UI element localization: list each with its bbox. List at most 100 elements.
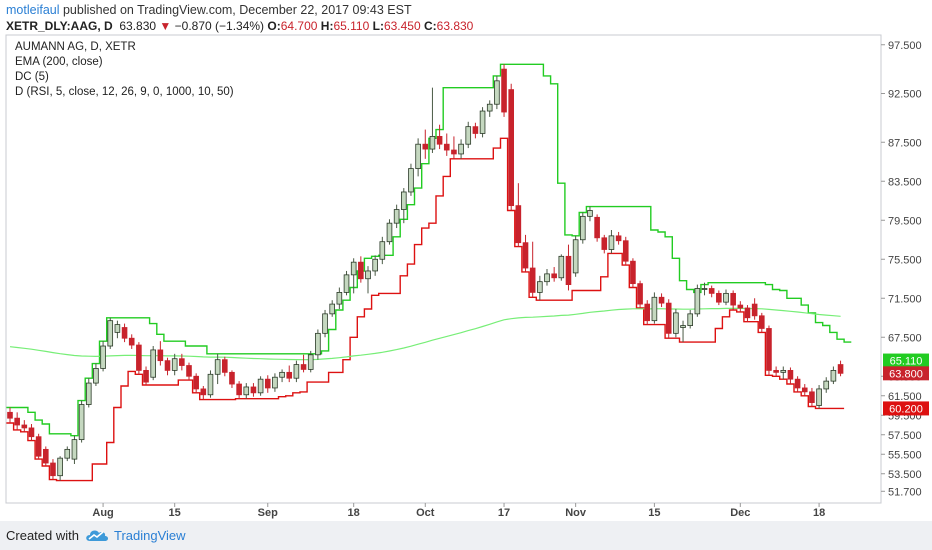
last-price: 63.830 <box>119 19 157 33</box>
candle <box>279 369 285 383</box>
candle <box>594 214 600 242</box>
candle-body <box>114 324 121 333</box>
candle-body <box>701 288 708 290</box>
username-link[interactable]: motleifaul <box>6 3 60 17</box>
candle-body <box>486 103 493 112</box>
candle-body <box>794 378 801 389</box>
candle <box>85 378 92 408</box>
candle-body <box>179 358 185 366</box>
candle <box>658 293 665 308</box>
candle <box>50 459 56 480</box>
candle-body <box>272 376 278 389</box>
symbol-label: XETR_DLY:AAG, D <box>6 19 113 33</box>
candle <box>436 124 443 150</box>
published-text: published on TradingView.com, December 2… <box>62 3 412 17</box>
dc-lower-price-tag-text: 60.200 <box>889 403 923 415</box>
candle <box>100 341 106 372</box>
candle <box>744 305 751 322</box>
candle-body <box>229 371 235 385</box>
legend-line-2: EMA (200, close) <box>15 56 103 68</box>
candle <box>716 290 722 306</box>
candle <box>759 312 765 333</box>
candle <box>193 373 199 393</box>
candle-body <box>730 292 736 306</box>
y-tick-label: 51.700 <box>888 486 922 498</box>
candle <box>179 353 185 371</box>
candle-body <box>694 288 701 315</box>
candle <box>329 300 335 317</box>
candle-body <box>630 260 636 285</box>
footer-bar: Created with TradingView <box>0 521 932 550</box>
candle-body <box>379 241 386 260</box>
candle-body <box>28 427 35 438</box>
tradingview-cloud-icon[interactable] <box>84 527 110 543</box>
candle <box>293 360 300 383</box>
candle <box>780 366 787 380</box>
dc-upper-price-tag-text: 65.110 <box>890 356 923 368</box>
candle <box>143 366 149 386</box>
last-price-tag-text: 63.800 <box>889 368 923 380</box>
candle-body <box>221 359 228 373</box>
candle <box>236 381 242 399</box>
candle <box>408 163 414 196</box>
candle-body <box>322 313 328 334</box>
candle-body <box>200 388 207 396</box>
candle <box>415 138 421 177</box>
candle <box>608 230 615 254</box>
candle <box>837 360 844 377</box>
candle-body <box>558 255 565 279</box>
candle-body <box>458 143 464 155</box>
y-tick-label: 83.500 <box>888 176 922 188</box>
candle <box>372 255 378 276</box>
candle <box>322 309 328 338</box>
candle-body <box>658 296 665 304</box>
candle-body <box>243 386 250 396</box>
y-tick-label: 57.500 <box>888 430 922 442</box>
y-tick-label: 97.500 <box>888 40 922 52</box>
candle-body <box>551 273 557 279</box>
x-tick-label: 18 <box>348 507 360 519</box>
candle <box>93 363 99 386</box>
candle-body <box>429 135 436 150</box>
candle <box>544 269 550 286</box>
candle <box>14 412 20 430</box>
candle <box>501 64 507 117</box>
candle <box>64 446 71 462</box>
tradingview-brand[interactable]: TradingView <box>114 528 186 543</box>
candle <box>515 183 522 247</box>
candle-body <box>759 315 765 329</box>
candle-body <box>823 380 830 390</box>
candle <box>615 231 622 245</box>
candle <box>730 290 736 310</box>
candle <box>508 83 514 211</box>
candle-body <box>171 358 178 371</box>
candle <box>565 244 572 291</box>
candle <box>114 320 121 339</box>
candle <box>787 367 794 385</box>
candle-body <box>787 369 794 380</box>
candle <box>214 353 221 385</box>
candle <box>443 133 450 156</box>
candle <box>622 236 629 266</box>
price-chart[interactable]: 51.70053.50055.50057.50059.50061.50063.5… <box>0 0 932 521</box>
candle <box>673 308 679 338</box>
candle <box>186 362 192 381</box>
candle-body <box>601 237 608 250</box>
candle <box>250 383 257 397</box>
open-value: 64.700 <box>280 19 318 33</box>
candle-body <box>293 364 300 379</box>
candle <box>809 387 815 407</box>
candle <box>257 376 264 396</box>
candle <box>128 334 135 349</box>
candle-body <box>515 205 522 244</box>
candle-body <box>587 210 593 217</box>
candle-body <box>565 255 572 286</box>
legend-line-1: AUMANN AG, D, XETR <box>15 41 136 53</box>
candle-body <box>300 364 307 370</box>
created-with-label: Created with <box>6 528 79 543</box>
candle-body <box>250 386 257 394</box>
open-label: O: <box>267 19 281 33</box>
candle <box>687 309 693 329</box>
candle-body <box>580 215 586 241</box>
candle <box>107 317 114 349</box>
